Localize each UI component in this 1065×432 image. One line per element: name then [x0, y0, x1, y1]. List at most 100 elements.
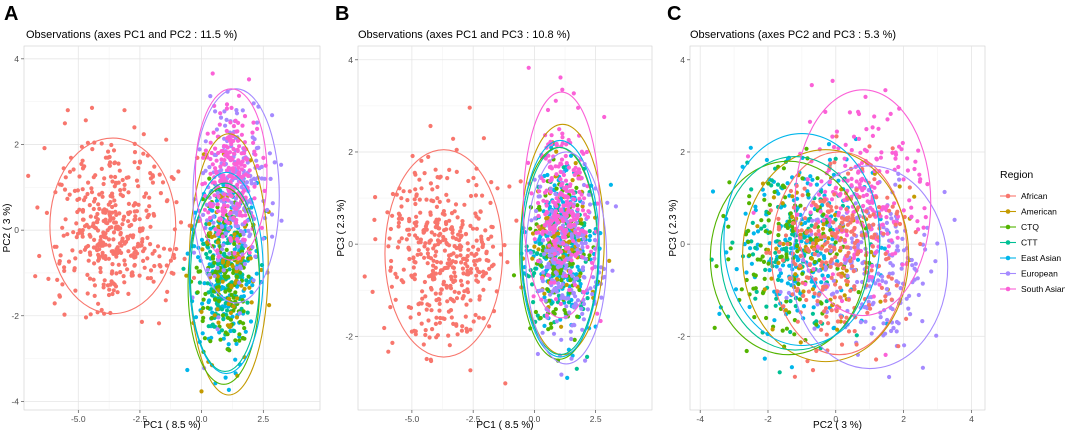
data-point-african [432, 243, 437, 248]
data-point-european [576, 243, 581, 248]
data-point-american [227, 296, 232, 301]
data-point-european [223, 123, 228, 128]
data-point-south-asian [571, 222, 577, 227]
data-point-ctt [750, 220, 755, 225]
data-point-african [811, 247, 817, 252]
data-point-american [242, 286, 247, 291]
data-point-african [176, 169, 181, 174]
data-point-african [473, 312, 478, 318]
panel-letter: A [4, 3, 18, 25]
data-point-european [873, 281, 878, 286]
data-point-african [434, 249, 439, 254]
data-point-african [474, 226, 479, 231]
data-point-european [191, 250, 197, 255]
data-point-european [554, 319, 559, 324]
data-point-african [98, 269, 103, 275]
data-point-african [423, 294, 428, 299]
data-point-african [472, 262, 478, 267]
data-point-european [571, 291, 576, 296]
data-point-ctq [856, 290, 861, 295]
legend-label: African [1021, 191, 1048, 201]
data-point-african [142, 265, 147, 270]
data-point-south-asian [216, 194, 221, 199]
data-point-european [580, 267, 585, 272]
data-point-african [408, 315, 413, 320]
data-point-south-asian [901, 177, 906, 182]
data-point-south-asian [221, 197, 227, 202]
data-point-african [435, 196, 440, 201]
data-point-american [199, 309, 204, 314]
data-point-african [790, 221, 796, 226]
data-point-south-asian [577, 170, 582, 175]
data-point-south-asian [228, 193, 233, 198]
y-axis-label: PC3 ( 2.3 %) [668, 199, 679, 256]
data-point-ctq [727, 180, 732, 185]
data-point-ctq [551, 265, 556, 270]
data-point-african [394, 275, 399, 280]
data-point-european [279, 162, 284, 167]
data-point-american [205, 240, 210, 245]
data-point-african [406, 227, 411, 232]
data-point-ctt [222, 251, 227, 256]
data-point-south-asian [243, 213, 248, 218]
data-point-african [401, 267, 406, 272]
data-point-european [269, 212, 275, 217]
data-point-african [111, 281, 116, 286]
data-point-african [443, 237, 448, 242]
data-point-south-asian [576, 226, 581, 231]
data-point-african [850, 217, 855, 222]
data-point-african [468, 193, 474, 199]
data-point-european [858, 320, 864, 325]
data-point-african [111, 216, 116, 221]
data-point-african [145, 276, 150, 281]
data-point-south-asian [553, 214, 558, 219]
data-point-african [469, 266, 474, 272]
data-point-american [231, 304, 236, 309]
data-point-african [484, 249, 489, 254]
data-point-south-asian [843, 142, 848, 147]
data-point-african [426, 154, 431, 159]
data-point-european [599, 295, 604, 300]
data-point-ctq [220, 313, 226, 318]
data-point-european [843, 260, 848, 266]
data-point-ctq [238, 232, 243, 238]
data-point-east-asian [785, 181, 790, 186]
data-point-african [474, 238, 479, 243]
data-point-african [781, 304, 786, 309]
data-point-south-asian [237, 213, 242, 218]
data-point-african [63, 175, 68, 180]
data-point-african [834, 134, 839, 139]
data-point-south-asian [537, 189, 542, 194]
data-point-african [106, 256, 111, 261]
data-point-african [893, 222, 898, 227]
data-point-african [137, 273, 142, 278]
data-point-european [538, 184, 543, 189]
data-point-african [796, 277, 801, 282]
data-point-african [131, 246, 137, 251]
data-point-african [458, 253, 463, 258]
legend-label: CTT [1021, 238, 1038, 248]
data-point-african [428, 285, 434, 291]
data-point-european [920, 319, 925, 324]
data-point-european [613, 204, 619, 209]
data-point-african [58, 253, 63, 258]
data-point-south-asian [577, 196, 582, 201]
data-point-ctq [726, 257, 731, 262]
data-point-european [888, 211, 893, 216]
data-point-south-asian [208, 171, 213, 176]
data-point-south-asian [229, 185, 234, 190]
data-point-african [440, 268, 445, 273]
data-point-ctq [200, 318, 205, 324]
data-point-african [803, 216, 808, 221]
data-point-african [481, 136, 486, 141]
data-point-south-asian [860, 160, 865, 165]
data-point-ctt [745, 160, 750, 165]
data-point-ctq [712, 325, 717, 330]
data-point-european [556, 281, 561, 286]
data-point-south-asian [842, 257, 847, 262]
data-point-european [220, 247, 225, 252]
data-point-african [412, 197, 417, 202]
data-point-african [477, 257, 482, 262]
data-point-european [588, 202, 593, 207]
data-point-ctq [225, 274, 231, 279]
